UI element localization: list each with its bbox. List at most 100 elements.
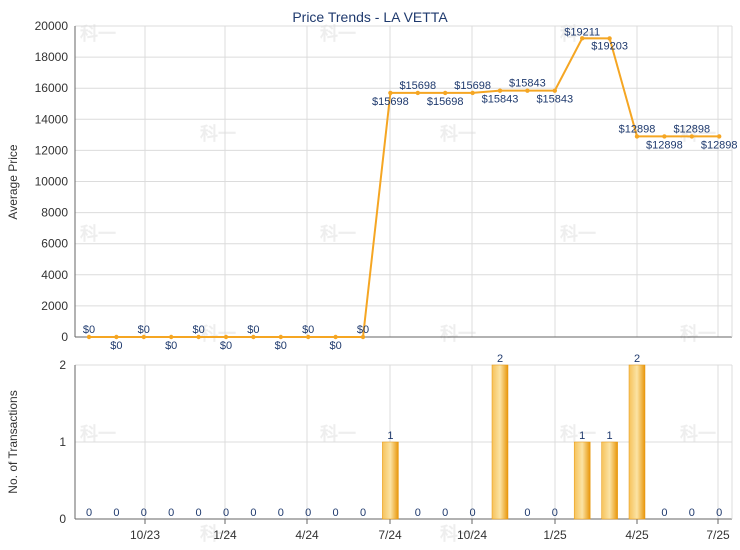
price-point-4 [196, 334, 201, 340]
price-label-22: $12898 [673, 123, 710, 135]
transaction-bar-19 [601, 441, 618, 520]
watermark-10: 科一 [560, 223, 596, 244]
watermark-11: 科一 [680, 323, 716, 344]
price-label-10: $0 [357, 324, 369, 336]
price-label-12: $15698 [399, 80, 436, 92]
watermark-17: 科一 [680, 423, 716, 444]
tx-tick-label-0: 0 [59, 512, 66, 526]
price-point-0 [86, 334, 92, 340]
price-axis-label: Average Price [6, 144, 20, 219]
x-tick-label-7: 7/25 [706, 528, 730, 542]
transaction-bar-18 [573, 441, 591, 520]
transactions-axis-label: No. of Transactions [6, 390, 20, 493]
transaction-label-12: 0 [415, 507, 421, 519]
x-tick-label-4: 10/24 [457, 528, 487, 542]
price-label-5: $0 [220, 340, 232, 352]
price-tick-label-20000: 20000 [35, 19, 69, 33]
price-label-23: $12898 [701, 139, 738, 151]
transaction-label-0: 0 [86, 507, 92, 519]
watermark-6: 科一 [80, 223, 116, 244]
transaction-bar-11 [382, 441, 399, 520]
x-tick-label-0: 10/23 [130, 528, 160, 542]
price-label-4: $0 [192, 324, 204, 336]
price-point-2 [141, 334, 146, 340]
transaction-label-17: 0 [552, 507, 558, 519]
price-label-2: $0 [138, 324, 150, 336]
price-tick-label-2000: 2000 [41, 299, 68, 313]
price-tick-label-14000: 14000 [35, 112, 69, 126]
transaction-label-4: 0 [196, 507, 202, 519]
price-tick-label-10000: 10000 [35, 175, 69, 189]
transaction-label-2: 0 [141, 507, 147, 519]
transaction-label-15: 2 [497, 353, 503, 365]
price-tick-label-4000: 4000 [41, 268, 68, 282]
price-point-16 [525, 88, 530, 93]
watermark-8: 科一 [320, 223, 356, 244]
price-point-23 [717, 134, 722, 139]
transaction-bar-20 [628, 364, 646, 520]
price-label-21: $12898 [646, 139, 683, 151]
transaction-label-16: 0 [524, 507, 530, 519]
x-tick-label-2: 4/24 [295, 528, 319, 542]
transaction-label-3: 0 [168, 507, 174, 519]
transaction-label-19: 1 [607, 430, 613, 442]
price-grid [75, 25, 732, 338]
price-label-8: $0 [302, 324, 314, 336]
watermark-12: 科一 [80, 423, 116, 444]
transaction-label-5: 0 [223, 507, 229, 519]
x-tick-label-5: 1/25 [543, 528, 567, 542]
price-point-22 [689, 134, 694, 139]
price-label-18: $19211 [564, 26, 600, 38]
transaction-label-21: 0 [661, 507, 667, 519]
transaction-bar-15 [491, 364, 509, 520]
price-label-13: $15698 [427, 96, 464, 108]
watermark-2: 科一 [320, 23, 356, 44]
transaction-label-11: 1 [387, 430, 393, 442]
price-point-13 [443, 90, 448, 96]
watermark-9: 科一 [440, 323, 476, 344]
price-label-20: $12898 [619, 123, 656, 135]
price-line [86, 36, 722, 340]
price-label-1: $0 [110, 340, 122, 352]
price-point-9 [333, 334, 338, 340]
price-label-19: $19203 [591, 40, 628, 52]
price-point-7 [278, 334, 283, 340]
watermark-15: 科一 [440, 523, 476, 544]
price-label-16: $15843 [509, 78, 546, 90]
transaction-label-23: 0 [716, 507, 722, 519]
price-point-5 [223, 334, 229, 340]
tx-tick-label-2: 2 [59, 358, 66, 372]
transactions-axes: 0 1 2 10/23 1/24 4/24 7/24 10/24 1/25 4/25 7/25 [59, 358, 733, 542]
price-point-12 [415, 90, 420, 96]
price-label-15: $15843 [482, 94, 519, 106]
transaction-label-7: 0 [278, 507, 284, 519]
price-tick-label-18000: 18000 [35, 50, 69, 64]
price-point-19 [607, 36, 612, 41]
price-point-17 [552, 88, 557, 93]
transaction-label-10: 0 [360, 507, 366, 519]
price-point-14 [470, 90, 475, 96]
watermark-3: 科一 [440, 123, 476, 144]
price-label-7: $0 [275, 340, 287, 352]
price-tick-label-8000: 8000 [41, 206, 68, 220]
transaction-label-13: 0 [442, 507, 448, 519]
price-point-1 [114, 334, 119, 340]
transaction-label-20: 2 [634, 353, 640, 365]
transaction-label-14: 0 [470, 507, 476, 519]
transaction-label-22: 0 [689, 507, 695, 519]
price-point-8 [306, 334, 311, 340]
transaction-label-8: 0 [305, 507, 311, 519]
x-tick-label-1: 1/24 [213, 528, 237, 542]
transaction-label-1: 0 [113, 507, 119, 519]
watermark-0: 科一 [80, 23, 116, 44]
price-point-18 [580, 36, 585, 41]
price-label-11: $15698 [372, 96, 409, 108]
transaction-bars [382, 364, 646, 520]
watermark-5: 科一 [680, 123, 716, 144]
price-point-10 [360, 334, 366, 340]
price-tick-label-0: 0 [61, 330, 68, 344]
transaction-label-9: 0 [333, 507, 339, 519]
data-labels: 0 0 0 0 0 0 0 0 0 0 0 1 0 0 0 2 0 0 1 1 2 0 0 0 $0 $0 $0 $0 $0 $0 $0 $0… [83, 26, 738, 519]
transaction-label-18: 1 [579, 430, 585, 442]
